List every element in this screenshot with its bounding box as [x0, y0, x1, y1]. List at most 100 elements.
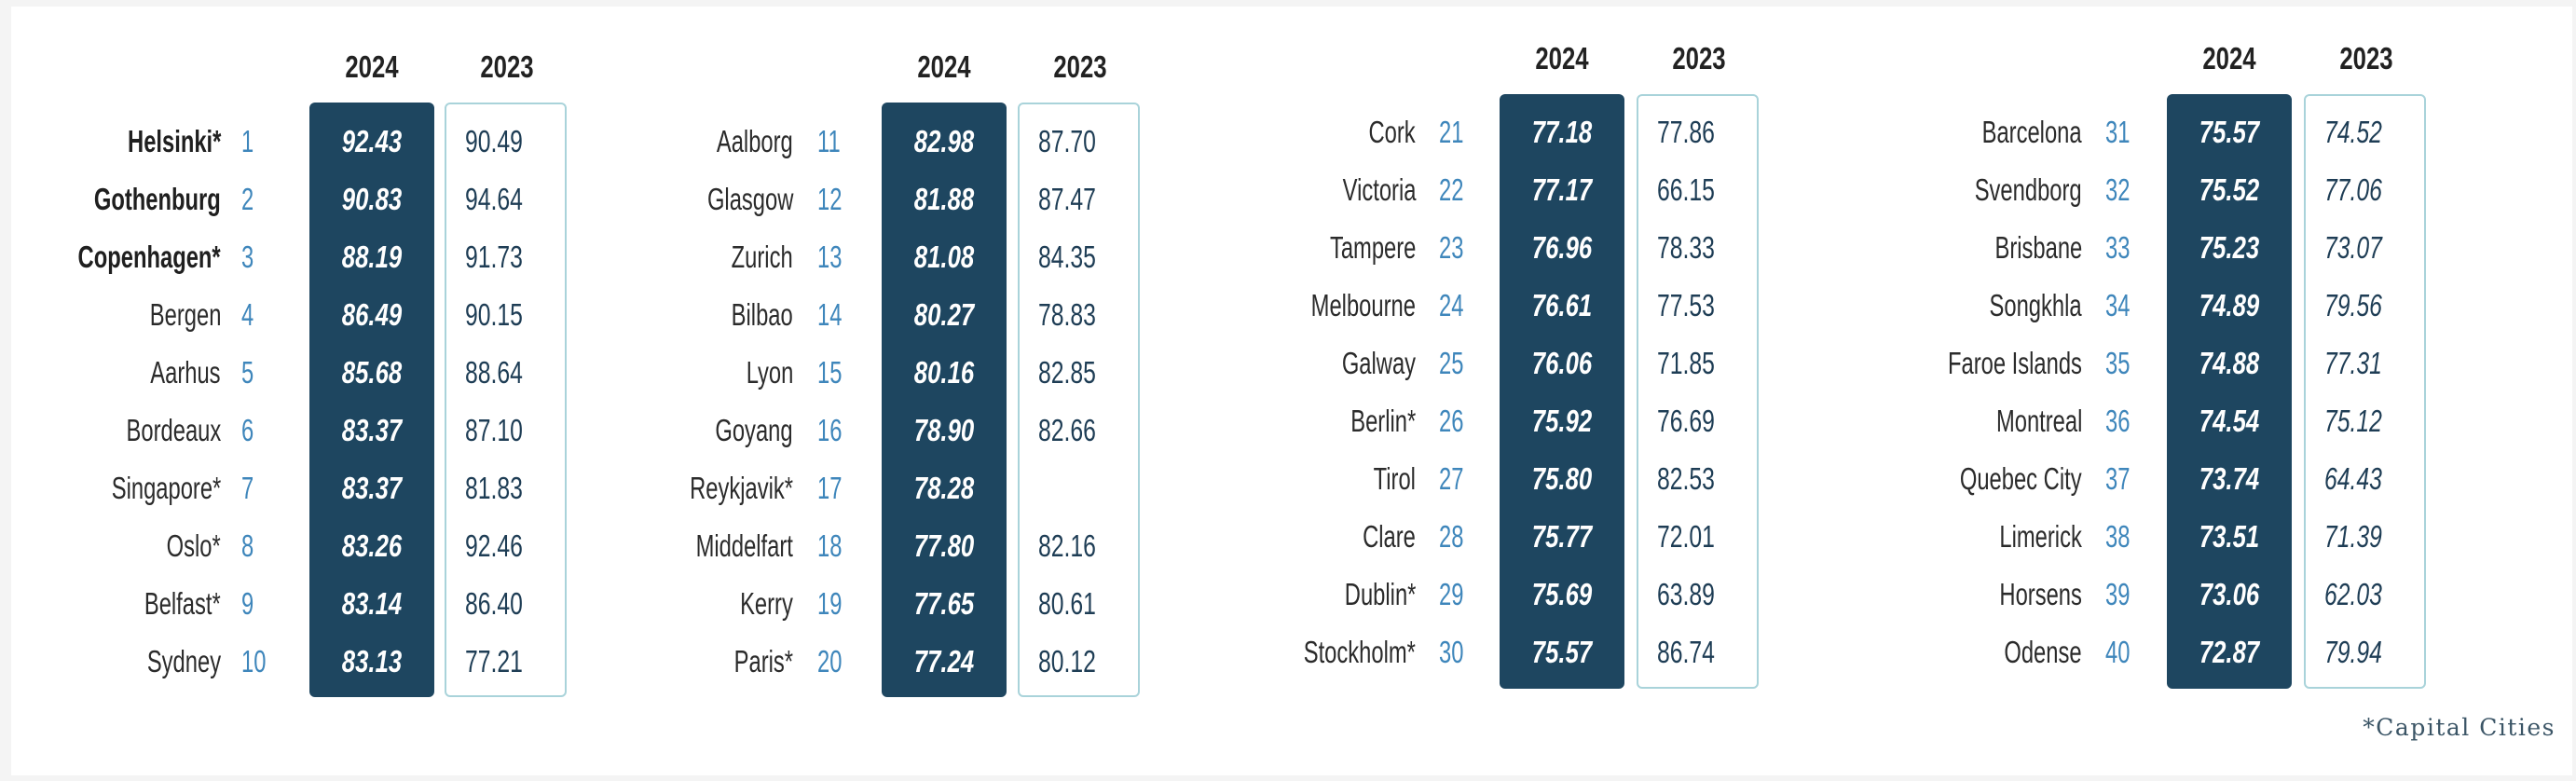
- city-name-cell: Horsens: [0, 571, 2082, 618]
- table-row: Belfast* 9 83.14 86.40: [0, 581, 2576, 627]
- score-2023: 66.15: [1657, 172, 1715, 207]
- rank-number: 20: [817, 644, 843, 678]
- city-name: Zurich: [731, 240, 793, 274]
- city-name: Copenhagen*: [77, 240, 221, 274]
- score-2023: 77.53: [1657, 288, 1715, 322]
- rank-number: 33: [2105, 230, 2131, 265]
- city-name: Middelfart: [695, 528, 793, 563]
- column-2023-box: [445, 103, 567, 697]
- header-2024: 2024: [2202, 41, 2256, 75]
- city-name-cell: Aarhus: [0, 349, 221, 396]
- city-name: Galway: [1341, 346, 1416, 380]
- city-name: Goyang: [715, 413, 793, 447]
- city-name-cell: Faroe Islands: [0, 340, 2082, 387]
- city-name-cell: Clare: [0, 514, 1416, 560]
- score-2024: 75.80: [1531, 461, 1593, 496]
- table-row: Gothenburg 2 90.83 94.64: [0, 176, 2576, 223]
- score-2023: 75.12: [2324, 404, 2382, 438]
- rank-number: 27: [1439, 461, 1464, 496]
- rank-number: 24: [1439, 288, 1464, 322]
- table-row: Barcelona 31 75.57 74.52: [0, 109, 2576, 156]
- score-2023: 86.40: [465, 586, 523, 621]
- score-2024: 77.17: [1531, 172, 1593, 207]
- rank-number: 8: [241, 528, 254, 563]
- city-name-cell: Svendborg: [0, 167, 2082, 213]
- score-2024: 74.54: [2199, 404, 2260, 438]
- city-name-cell: Lyon: [0, 349, 793, 396]
- table-row: Reykjavik* 17 78.28: [0, 465, 2576, 512]
- city-name: Kerry: [740, 586, 793, 621]
- score-2024: 90.83: [341, 182, 403, 216]
- score-2024: 74.88: [2199, 346, 2260, 380]
- rank-number: 3: [241, 240, 254, 274]
- city-name-cell: Galway: [0, 340, 1416, 387]
- city-name-cell: Brisbane: [0, 225, 2082, 271]
- city-name-cell: Paris*: [0, 638, 793, 685]
- rank-number: 35: [2105, 346, 2131, 380]
- score-2024: 81.88: [913, 182, 975, 216]
- city-name: Faroe Islands: [1948, 346, 2082, 380]
- score-2023: 73.07: [2324, 230, 2382, 265]
- city-name-cell: Goyang: [0, 407, 793, 454]
- header-2023: 2023: [1672, 41, 1726, 75]
- table-row: Limerick 38 73.51 71.39: [0, 514, 2576, 560]
- city-name-cell: Dublin*: [0, 571, 1416, 618]
- city-name: Tampere: [1329, 230, 1416, 265]
- city-name-cell: Cork: [0, 109, 1416, 156]
- column-2024-box: [2167, 94, 2292, 689]
- table-row: Tirol 27 75.80 82.53: [0, 456, 2576, 502]
- rank-number: 39: [2105, 577, 2131, 611]
- rank-number: 17: [817, 471, 843, 505]
- table-row: Montreal 36 74.54 75.12: [0, 398, 2576, 445]
- city-name: Reykjavik*: [690, 471, 793, 505]
- header-2023: 2023: [2339, 41, 2393, 75]
- score-2023: 77.31: [2324, 346, 2382, 380]
- score-2024: 74.89: [2199, 288, 2260, 322]
- score-2023: 82.85: [1038, 355, 1096, 390]
- rank-number: 18: [817, 528, 843, 563]
- score-2024: 77.80: [913, 528, 975, 563]
- header-2024: 2024: [917, 49, 971, 84]
- rank-number: 36: [2105, 404, 2131, 438]
- score-2024: 83.14: [341, 586, 403, 621]
- rank-number: 25: [1439, 346, 1464, 380]
- rank-number: 5: [241, 355, 254, 390]
- city-name-cell: Helsinki*: [0, 118, 221, 165]
- rank-number: 16: [817, 413, 843, 447]
- score-2024: 75.69: [1531, 577, 1593, 611]
- score-2024: 92.43: [341, 124, 403, 158]
- city-name-cell: Bilbao: [0, 292, 793, 338]
- city-name: Sydney: [146, 644, 221, 678]
- score-2024: 86.49: [341, 297, 403, 332]
- rank-number: 12: [817, 182, 843, 216]
- score-2023: 77.06: [2324, 172, 2382, 207]
- city-name: Bergen: [149, 297, 221, 332]
- city-name: Cork: [1368, 115, 1416, 149]
- rank-number: 11: [817, 124, 841, 158]
- score-2024: 83.37: [341, 471, 403, 505]
- table-row: Sydney 10 83.13 77.21: [0, 638, 2576, 685]
- city-name: Belfast*: [144, 586, 221, 621]
- header-2024: 2024: [345, 49, 399, 84]
- score-2024: 75.92: [1531, 404, 1593, 438]
- score-2024: 78.28: [913, 471, 975, 505]
- city-name: Stockholm*: [1303, 635, 1416, 669]
- city-name-cell: Limerick: [0, 514, 2082, 560]
- city-name-cell: Tirol: [0, 456, 1416, 502]
- table-row: Copenhagen* 3 88.19 91.73: [0, 234, 2576, 281]
- score-2023: 63.89: [1657, 577, 1715, 611]
- score-2024: 72.87: [2199, 635, 2260, 669]
- city-name: Limerick: [1999, 519, 2082, 554]
- column-2023-box: [2304, 94, 2426, 689]
- rank-number: 2: [241, 182, 254, 216]
- city-name: Dublin*: [1344, 577, 1416, 611]
- city-name: Berlin*: [1350, 404, 1416, 438]
- score-2023: 94.64: [465, 182, 523, 216]
- score-2023: 82.53: [1657, 461, 1715, 496]
- score-2023: 64.43: [2324, 461, 2382, 496]
- city-name-cell: Tampere: [0, 225, 1416, 271]
- score-2023: 79.94: [2324, 635, 2382, 669]
- rank-number: 23: [1439, 230, 1464, 265]
- score-2023: 72.01: [1657, 519, 1715, 554]
- city-name-cell: Reykjavik*: [0, 465, 793, 512]
